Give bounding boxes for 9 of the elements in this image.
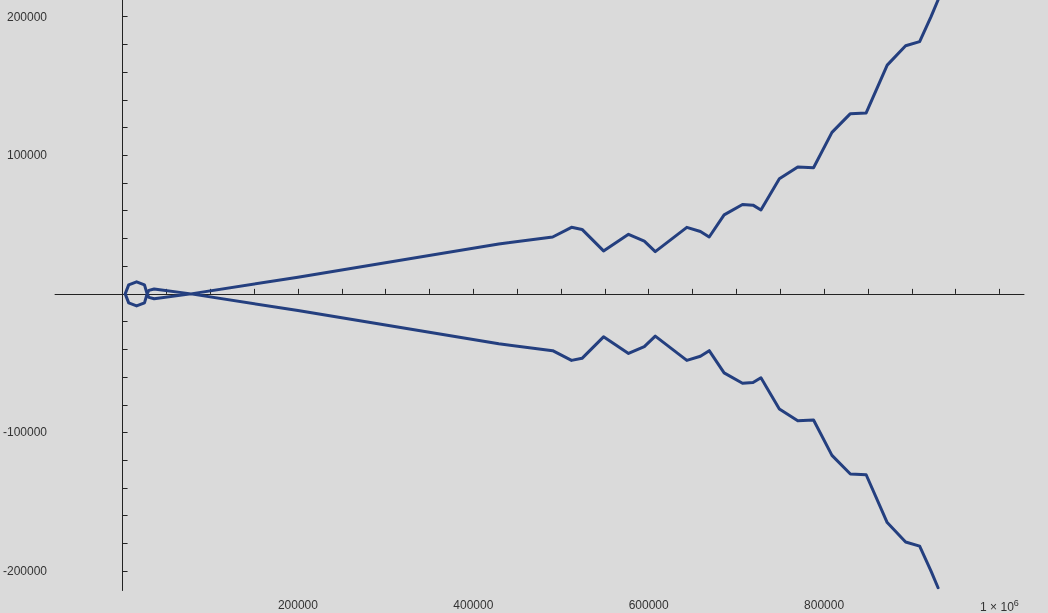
x-tick-label: 600000: [628, 597, 670, 612]
y-tick-label: 200000: [6, 9, 48, 24]
y-tick-label: -200000: [2, 564, 48, 579]
x-tick-label: 200000: [277, 597, 319, 612]
line-series: [123, 0, 940, 590]
y-tick-label: -100000: [2, 425, 48, 440]
x-tick-label: 800000: [804, 597, 845, 612]
x-tick-label: 400000: [453, 597, 494, 612]
y-tick-label: 100000: [6, 148, 48, 163]
